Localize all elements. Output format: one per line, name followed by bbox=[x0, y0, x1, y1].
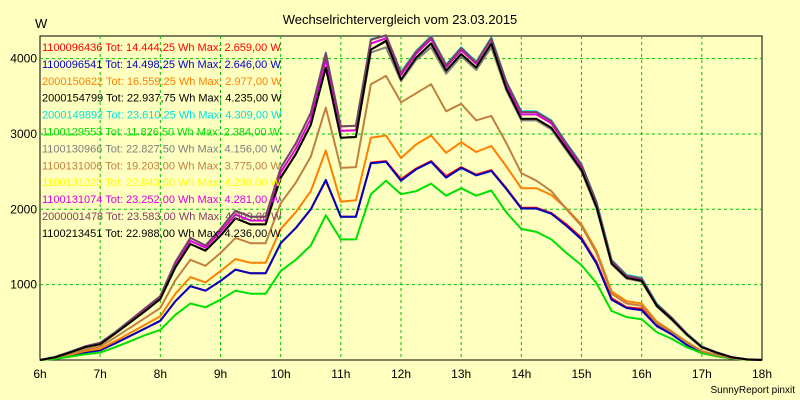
x-tick-label: 7h bbox=[93, 367, 106, 381]
legend-entry: 1100096436 Tot: 14.444,25 Wh Max: 2.659,… bbox=[42, 42, 281, 54]
series-line-1100129553 bbox=[39, 179, 763, 361]
series-line-1100096541 bbox=[39, 160, 763, 361]
legend-entry: 1100131025 Tot: 22.843,00 Wh Max: 4.236,… bbox=[42, 177, 281, 189]
x-tick-label: 10h bbox=[271, 367, 291, 381]
chart-title: Wechselrichtervergleich vom 23.03.2015 bbox=[283, 12, 518, 27]
legend-entry: 1100130966 Tot: 22.827,50 Wh Max: 4.156,… bbox=[42, 143, 281, 155]
x-tick-label: 14h bbox=[511, 367, 531, 381]
y-tick-label: 1000 bbox=[10, 278, 37, 292]
legend-entry: 2000150622 Tot: 16.559,25 Wh Max: 2.977,… bbox=[42, 76, 282, 88]
x-tick-label: 17h bbox=[692, 367, 712, 381]
legend-entry: 1100096541 Tot: 14.498,25 Wh Max: 2.646,… bbox=[42, 59, 281, 71]
x-tick-label: 16h bbox=[632, 367, 652, 381]
legend-entry: 1100129553 Tot: 11.826,50 Wh Max: 2.384,… bbox=[42, 127, 281, 139]
series-line-2000150622 bbox=[39, 134, 763, 361]
legend-entry: 1100131074 Tot: 23.252,00 Wh Max: 4.281,… bbox=[42, 194, 281, 206]
y-tick-label: 3000 bbox=[10, 127, 37, 141]
x-tick-label: 12h bbox=[391, 367, 411, 381]
legend-entry: 2000154799 Tot: 22.937,75 Wh Max: 4.235,… bbox=[42, 93, 282, 105]
series-line-2000001478 bbox=[39, 34, 763, 361]
series-line-1100213451 bbox=[39, 39, 763, 361]
x-tick-label: 8h bbox=[154, 367, 167, 381]
y-tick-label: 4000 bbox=[10, 52, 37, 66]
legend-entry: 1100213451 Tot: 22.988,00 Wh Max: 4.236,… bbox=[42, 228, 281, 240]
y-tick-label: 2000 bbox=[10, 202, 37, 216]
footer-credit: SunnyReport pinxit bbox=[711, 385, 796, 396]
x-tick-label: 6h bbox=[33, 367, 46, 381]
x-tick-label: 13h bbox=[451, 367, 471, 381]
y-axis-label: W bbox=[35, 16, 48, 31]
legend-entry: 2000001478 Tot: 23.583,00 Wh Max: 4.309,… bbox=[42, 211, 282, 223]
x-tick-label: 15h bbox=[571, 367, 591, 381]
x-tick-label: 18h bbox=[752, 367, 772, 381]
legend-entry: 2000149892 Tot: 23.610,25 Wh Max: 4.309,… bbox=[42, 110, 282, 122]
x-tick-label: 9h bbox=[214, 367, 227, 381]
legend-entry: 1100131006 Tot: 19.203,00 Wh Max: 3.775,… bbox=[42, 160, 281, 172]
series-line-1100131006 bbox=[39, 74, 763, 361]
x-tick-label: 11h bbox=[331, 367, 350, 381]
